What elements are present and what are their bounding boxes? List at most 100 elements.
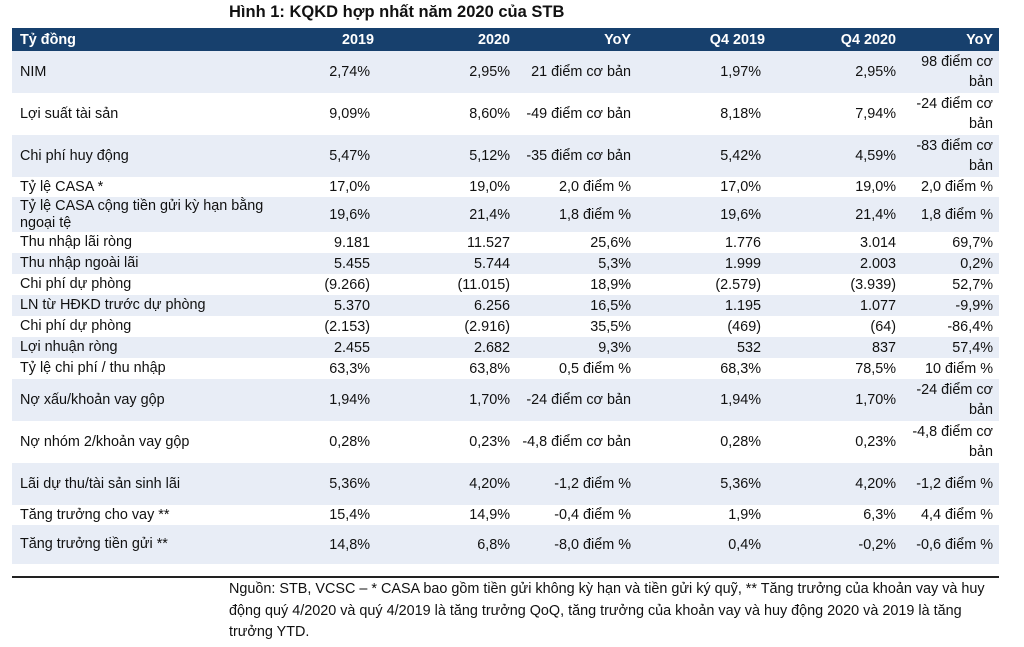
table-cell: (2.916)	[380, 316, 516, 337]
table-cell: (469)	[637, 316, 771, 337]
table-cell: 837	[771, 337, 902, 358]
table-cell: 5,3%	[516, 253, 637, 274]
row-label: Tăng trưởng tiền gửi **	[12, 525, 276, 564]
table-cell: 0,28%	[637, 421, 771, 463]
table-cell: 2,95%	[771, 51, 902, 93]
table-row: Thu nhập lãi ròng 9.181 11.527 25,6% 1.776 3.…	[12, 232, 999, 253]
table-cell: -86,4%	[902, 316, 999, 337]
table-cell: 1,97%	[637, 51, 771, 93]
row-label: Tăng trưởng cho vay **	[12, 505, 276, 525]
table-row: Tỷ lệ chi phí / thu nhập 63,3% 63,8% 0,5 đi…	[12, 358, 999, 379]
table-cell: 0,23%	[380, 421, 516, 463]
table-cell: 19,0%	[380, 177, 516, 197]
table-cell: 5,36%	[276, 463, 380, 505]
table-cell: 1,9%	[637, 505, 771, 525]
table-cell: 52,7%	[902, 274, 999, 295]
table-cell: 14,9%	[380, 505, 516, 525]
table-cell: -0,6 điểm %	[902, 525, 999, 564]
table-row: Nợ nhóm 2/khoản vay gộp 0,28% 0,23% -4,8 đi…	[12, 421, 999, 463]
table-cell: 21,4%	[771, 197, 902, 232]
row-label: Chi phí huy động	[12, 135, 276, 177]
table-cell: (64)	[771, 316, 902, 337]
page-title: Hình 1: KQKD hợp nhất năm 2020 của STB	[229, 3, 565, 21]
table-cell: 1,70%	[380, 379, 516, 421]
table-cell: 1.776	[637, 232, 771, 253]
table-cell: 11.527	[380, 232, 516, 253]
table-cell: 8,60%	[380, 93, 516, 135]
table-cell: 1.999	[637, 253, 771, 274]
table-cell: 2,0 điểm %	[902, 177, 999, 197]
table-row: Tỷ lệ CASA cộng tiền gửi kỳ hạn bằng ngo…	[12, 197, 999, 232]
table-cell: 4,20%	[380, 463, 516, 505]
table-row: Tỷ lệ CASA * 17,0% 19,0% 2,0 điểm % 17,0% 19,…	[12, 177, 999, 197]
table-cell: 16,5%	[516, 295, 637, 316]
table-cell: 0,2%	[902, 253, 999, 274]
table-cell: 1,94%	[637, 379, 771, 421]
table-row: Lãi dự thu/tài sản sinh lãi 5,36% 4,20% -1,…	[12, 463, 999, 505]
table-row: LN từ HĐKD trước dự phòng 5.370 6.256 16,5%…	[12, 295, 999, 316]
table-cell: 7,94%	[771, 93, 902, 135]
row-label: Tỷ lệ CASA *	[12, 177, 276, 197]
table-cell: 2.682	[380, 337, 516, 358]
column-header: Tỷ đồng	[12, 28, 276, 51]
table-cell: 0,23%	[771, 421, 902, 463]
table-row: Nợ xấu/khoản vay gộp 1,94% 1,70% -24 điểm c…	[12, 379, 999, 421]
row-label: Tỷ lệ CASA cộng tiền gửi kỳ hạn bằng ngo…	[12, 197, 276, 232]
table-cell: -35 điểm cơ bản	[516, 135, 637, 177]
table-cell: -4,8 điểm cơ bản	[902, 421, 999, 463]
table-cell: 8,18%	[637, 93, 771, 135]
table-row: Tăng trưởng cho vay ** 15,4% 14,9% -0,4 điể…	[12, 505, 999, 525]
table-cell: 19,6%	[276, 197, 380, 232]
row-label: Lãi dự thu/tài sản sinh lãi	[12, 463, 276, 505]
table-cell: 19,0%	[771, 177, 902, 197]
table-cell: 0,4%	[637, 525, 771, 564]
row-label: Tỷ lệ chi phí / thu nhập	[12, 358, 276, 379]
row-label: Nợ xấu/khoản vay gộp	[12, 379, 276, 421]
table-cell: 14,8%	[276, 525, 380, 564]
table-cell: (9.266)	[276, 274, 380, 295]
table-cell: 4,4 điểm %	[902, 505, 999, 525]
table-cell: (11.015)	[380, 274, 516, 295]
table-cell: -9,9%	[902, 295, 999, 316]
table-cell: 21 điểm cơ bản	[516, 51, 637, 93]
table-cell: (2.153)	[276, 316, 380, 337]
table-cell: 1,8 điểm %	[516, 197, 637, 232]
table-cell: -8,0 điểm %	[516, 525, 637, 564]
table-cell: 15,4%	[276, 505, 380, 525]
table-cell: 0,5 điểm %	[516, 358, 637, 379]
table-cell: 10 điểm %	[902, 358, 999, 379]
table-cell: 19,6%	[637, 197, 771, 232]
table-row: Lợi nhuận ròng 2.455 2.682 9,3% 532 837 57,4%	[12, 337, 999, 358]
table-cell: 21,4%	[380, 197, 516, 232]
row-label: Chi phí dự phòng	[12, 274, 276, 295]
row-label: Nợ nhóm 2/khoản vay gộp	[12, 421, 276, 463]
table-cell: 6,3%	[771, 505, 902, 525]
table-cell: 2.455	[276, 337, 380, 358]
table-cell: 5.455	[276, 253, 380, 274]
table-cell: 63,8%	[380, 358, 516, 379]
table-cell: 5,36%	[637, 463, 771, 505]
table-cell: 1.077	[771, 295, 902, 316]
table-cell: -24 điểm cơ bản	[902, 379, 999, 421]
row-label: NIM	[12, 51, 276, 93]
table-row: Chi phí dự phòng (2.153) (2.916) 35,5% (469)…	[12, 316, 999, 337]
table-cell: 2.003	[771, 253, 902, 274]
table-row: NIM 2,74% 2,95% 21 điểm cơ bản 1,97% 2,95% 98 …	[12, 51, 999, 93]
table-cell: -24 điểm cơ bản	[902, 93, 999, 135]
table-cell: -24 điểm cơ bản	[516, 379, 637, 421]
table-bottom-rule	[12, 576, 999, 578]
table-cell: -1,2 điểm %	[902, 463, 999, 505]
table-cell: 5.744	[380, 253, 516, 274]
table-cell: 17,0%	[637, 177, 771, 197]
table-cell: 5,12%	[380, 135, 516, 177]
column-header: 2020	[380, 28, 516, 51]
table-cell: -0,4 điểm %	[516, 505, 637, 525]
table-cell: 9,09%	[276, 93, 380, 135]
results-table: Tỷ đồng 2019 2020 YoY Q4 2019 Q4 2020 Yo…	[12, 28, 999, 564]
table-row: Chi phí dự phòng (9.266) (11.015) 18,9% (2.5…	[12, 274, 999, 295]
table-cell: -49 điểm cơ bản	[516, 93, 637, 135]
table-cell: 18,9%	[516, 274, 637, 295]
table-cell: 4,59%	[771, 135, 902, 177]
table-cell: 0,28%	[276, 421, 380, 463]
table-cell: 57,4%	[902, 337, 999, 358]
